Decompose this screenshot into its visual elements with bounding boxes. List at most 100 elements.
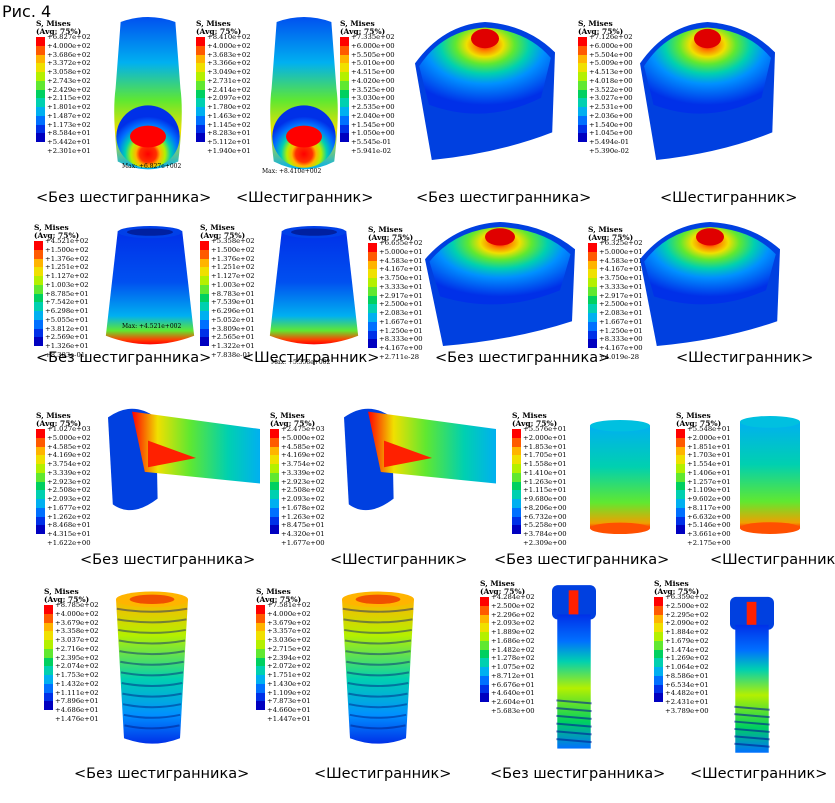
legend-color-bar (512, 429, 521, 534)
legend-value: +2.715e+02 (267, 644, 311, 653)
legend-value: +2.175e+00 (687, 538, 731, 547)
legend-value: +2.923e+02 (281, 477, 325, 486)
legend-value: +9.680e+00 (523, 495, 567, 503)
legend-color-bar (36, 429, 45, 534)
panel-caption: <Без шестигранника> (36, 350, 212, 366)
legend-swatch (196, 80, 205, 90)
legend-swatch (36, 54, 45, 64)
legend-swatch (588, 295, 597, 305)
legend-value: +2.093e+02 (47, 495, 91, 503)
legend-swatch (196, 133, 205, 142)
fea-model-bone (640, 22, 775, 160)
legend-value: +3.333e+01 (599, 282, 643, 291)
legend-value: +2.395e+02 (55, 653, 99, 662)
legend-swatch (480, 623, 489, 632)
legend-swatch (578, 133, 587, 142)
legend-value: +2.072e+02 (267, 662, 311, 671)
legend-swatch (270, 437, 279, 447)
fea-model-abutment (114, 17, 182, 170)
legend-swatch (340, 72, 349, 81)
legend-value: +4.167e+01 (599, 265, 643, 274)
legend-value: +1.482e+02 (491, 645, 535, 654)
stress-legend: S, Mises (Avg: 75%) +4.284e+02 +2.500e+02 +2… (480, 580, 535, 716)
legend-value: +2.923e+02 (47, 477, 91, 486)
legend-value: +1.173e+02 (47, 120, 91, 129)
legend-value: +4.640e+01 (491, 689, 535, 698)
legend-swatch (368, 243, 377, 252)
legend-value: +2.083e+01 (599, 309, 643, 317)
legend-swatch (34, 267, 43, 276)
legend-value: +1.376e+02 (45, 254, 89, 263)
panel-caption: <Шестигранник> (676, 350, 814, 366)
legend-value: +5.504e+00 (589, 50, 633, 59)
legend-color-bar (368, 243, 377, 348)
legend-value: +3.037e+02 (55, 636, 99, 644)
max-stress-label: Max: +8.410e+002 (262, 168, 322, 175)
legend-swatch (256, 692, 265, 702)
legend-value: +1.667e+01 (379, 317, 423, 326)
fea-model-bone (640, 222, 780, 346)
legend-swatch (676, 490, 685, 499)
panel-caption: <Без шестигранника> (435, 350, 611, 366)
legend-value: +8.410e+02 (207, 33, 251, 41)
legend-swatch (36, 115, 45, 125)
legend-value: +8.785e+01 (45, 289, 89, 298)
legend-swatch (480, 605, 489, 615)
legend-value: +4.167e+00 (379, 344, 423, 352)
legend-header-line: S, Mises (340, 19, 375, 28)
legend-swatch (200, 319, 209, 329)
legend-swatch (480, 693, 489, 702)
legend-value: +1.050e+00 (351, 129, 395, 138)
legend-swatch (588, 260, 597, 270)
legend-swatch (256, 657, 265, 667)
legend-swatch (36, 124, 45, 134)
legend-value: +1.622e+00 (47, 538, 91, 547)
legend-value: +2.531e+00 (589, 103, 633, 111)
legend-value: +5.683e+00 (491, 706, 535, 715)
legend-value: +3.339e+02 (281, 468, 325, 477)
legend-color-bar (676, 429, 685, 534)
legend-swatch (654, 693, 663, 702)
legend-swatch (36, 429, 45, 438)
legend-swatch (512, 455, 521, 464)
legend-swatch (676, 437, 685, 447)
legend-swatch (368, 339, 377, 348)
legend-value: +4.167e+00 (599, 344, 643, 352)
legend-swatch (34, 284, 43, 294)
legend-color-bar (270, 429, 279, 534)
panel-caption: <Шестигранник> (690, 766, 828, 782)
legend-swatch (512, 490, 521, 499)
legend-value: +3.049e+02 (207, 68, 251, 76)
legend-value: +3.030e+00 (351, 94, 395, 103)
legend-header-line: S, Mises (578, 19, 613, 28)
legend-swatch (256, 648, 265, 658)
legend-swatch (36, 98, 45, 107)
legend-header-line: S, Mises (270, 411, 305, 420)
stress-legend: S, Mises (Avg: 75%) +4.521e+02 +1.500e+02 +1… (34, 224, 89, 360)
legend-value: +6.359e+02 (665, 593, 709, 601)
legend-swatch (512, 437, 521, 447)
legend-swatch (340, 115, 349, 125)
legend-swatch (368, 278, 377, 287)
legend-value: +4.521e+02 (45, 237, 89, 245)
legend-value: +2.000e+01 (523, 433, 567, 442)
legend-swatch (340, 133, 349, 142)
legend-value: +1.679e+02 (665, 636, 709, 645)
legend-value: +4.686e+01 (55, 706, 99, 714)
legend-swatch (196, 89, 205, 99)
legend-swatch (200, 249, 209, 259)
legend-value: +3.366e+02 (207, 59, 251, 68)
legend-swatch (368, 313, 377, 322)
legend-value: +1.447e+01 (267, 714, 311, 723)
legend-color-bar (340, 37, 349, 142)
legend-header-line: S, Mises (36, 411, 71, 420)
legend-swatch (654, 658, 663, 667)
legend-swatch (270, 446, 279, 456)
legend-swatch (270, 499, 279, 508)
legend-value: +5.505e+00 (351, 50, 395, 59)
legend-swatch (36, 516, 45, 526)
panel-caption: <Шестигранник> (660, 190, 798, 206)
legend-value: +1.851e+01 (687, 442, 731, 451)
legend-swatch (36, 107, 45, 116)
legend-value: +2.000e+01 (687, 433, 731, 442)
